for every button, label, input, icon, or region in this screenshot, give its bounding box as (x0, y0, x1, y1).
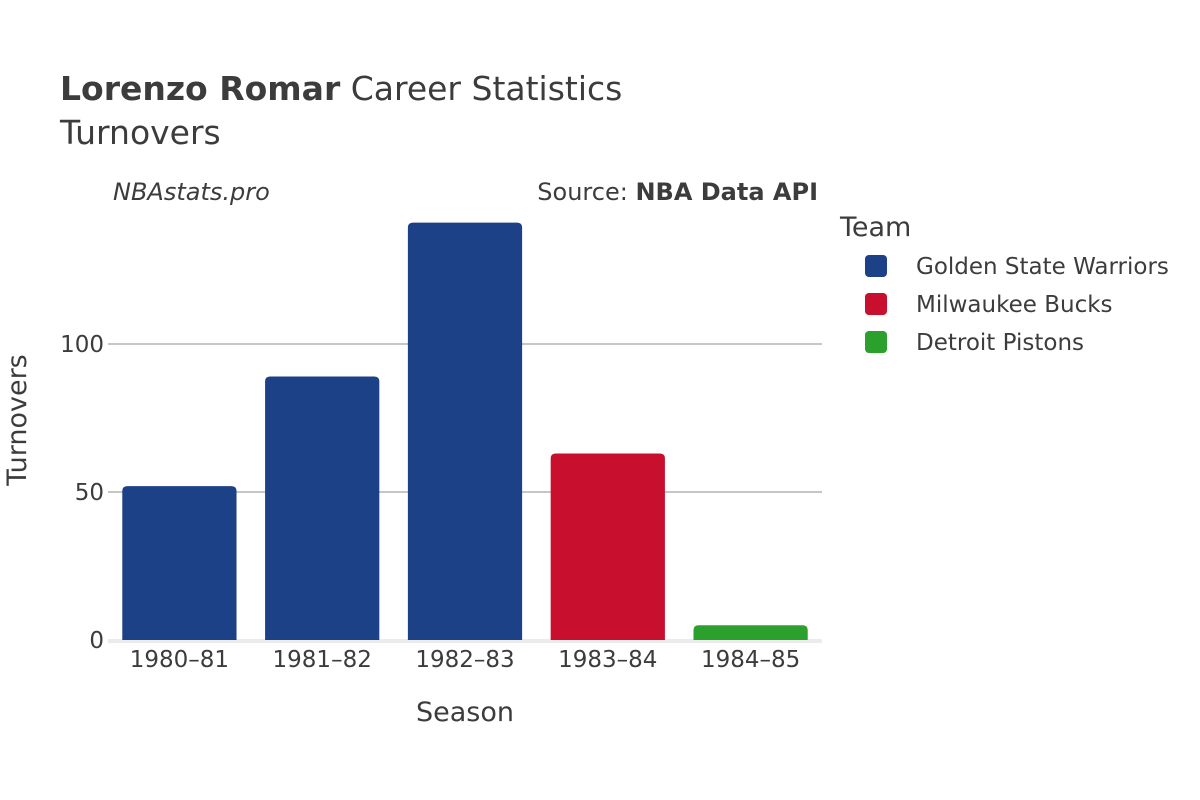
legend-item[interactable]: Milwaukee Bucks (865, 292, 1113, 318)
y-tick-labels: 0 50 100 (60, 332, 104, 654)
source-prefix: Source: (537, 178, 635, 206)
chart-title-rest: Career Statistics (340, 69, 622, 108)
bar-1980–81 (122, 486, 237, 640)
legend-label: Golden State Warriors (916, 254, 1169, 280)
y-tick-label: 100 (60, 332, 104, 358)
chart-title: Lorenzo Romar Career Statistics (60, 69, 622, 108)
chart-subtitle: Turnovers (59, 113, 221, 152)
x-tick-label: 1983–84 (558, 647, 657, 673)
x-tick-label: 1981–82 (273, 647, 372, 673)
legend: Golden State Warriors Milwaukee Bucks Detr… (865, 254, 1169, 356)
bars (122, 222, 808, 640)
x-tick-label: 1982–83 (415, 647, 514, 673)
legend-title: Team (839, 212, 911, 243)
legend-label: Milwaukee Bucks (916, 292, 1113, 318)
x-tick-label: 1984–85 (701, 647, 800, 673)
bar-1984–85 (693, 625, 808, 640)
legend-swatch (865, 255, 887, 277)
bar-1983–84 (550, 453, 665, 640)
x-tick-label: 1980–81 (130, 647, 229, 673)
source-credit: Source: NBA Data API (537, 178, 818, 206)
chart-title-name: Lorenzo Romar (60, 69, 341, 108)
y-tick-label: 50 (75, 480, 104, 506)
legend-swatch (865, 293, 887, 315)
legend-swatch (865, 331, 887, 353)
legend-label: Detroit Pistons (916, 330, 1084, 356)
x-axis-label: Season (416, 697, 514, 728)
x-tick-labels: 1980–81 1981–82 1982–83 1983–84 1984–85 (130, 647, 801, 673)
legend-item[interactable]: Golden State Warriors (865, 254, 1169, 280)
watermark: NBAstats.pro (113, 178, 270, 206)
bar-1982–83 (407, 222, 523, 640)
source-name: NBA Data API (635, 178, 818, 206)
y-axis-label: Turnovers (2, 354, 33, 487)
legend-item[interactable]: Detroit Pistons (865, 330, 1084, 356)
y-tick-label: 0 (89, 628, 104, 654)
bar-1981–82 (265, 376, 380, 640)
